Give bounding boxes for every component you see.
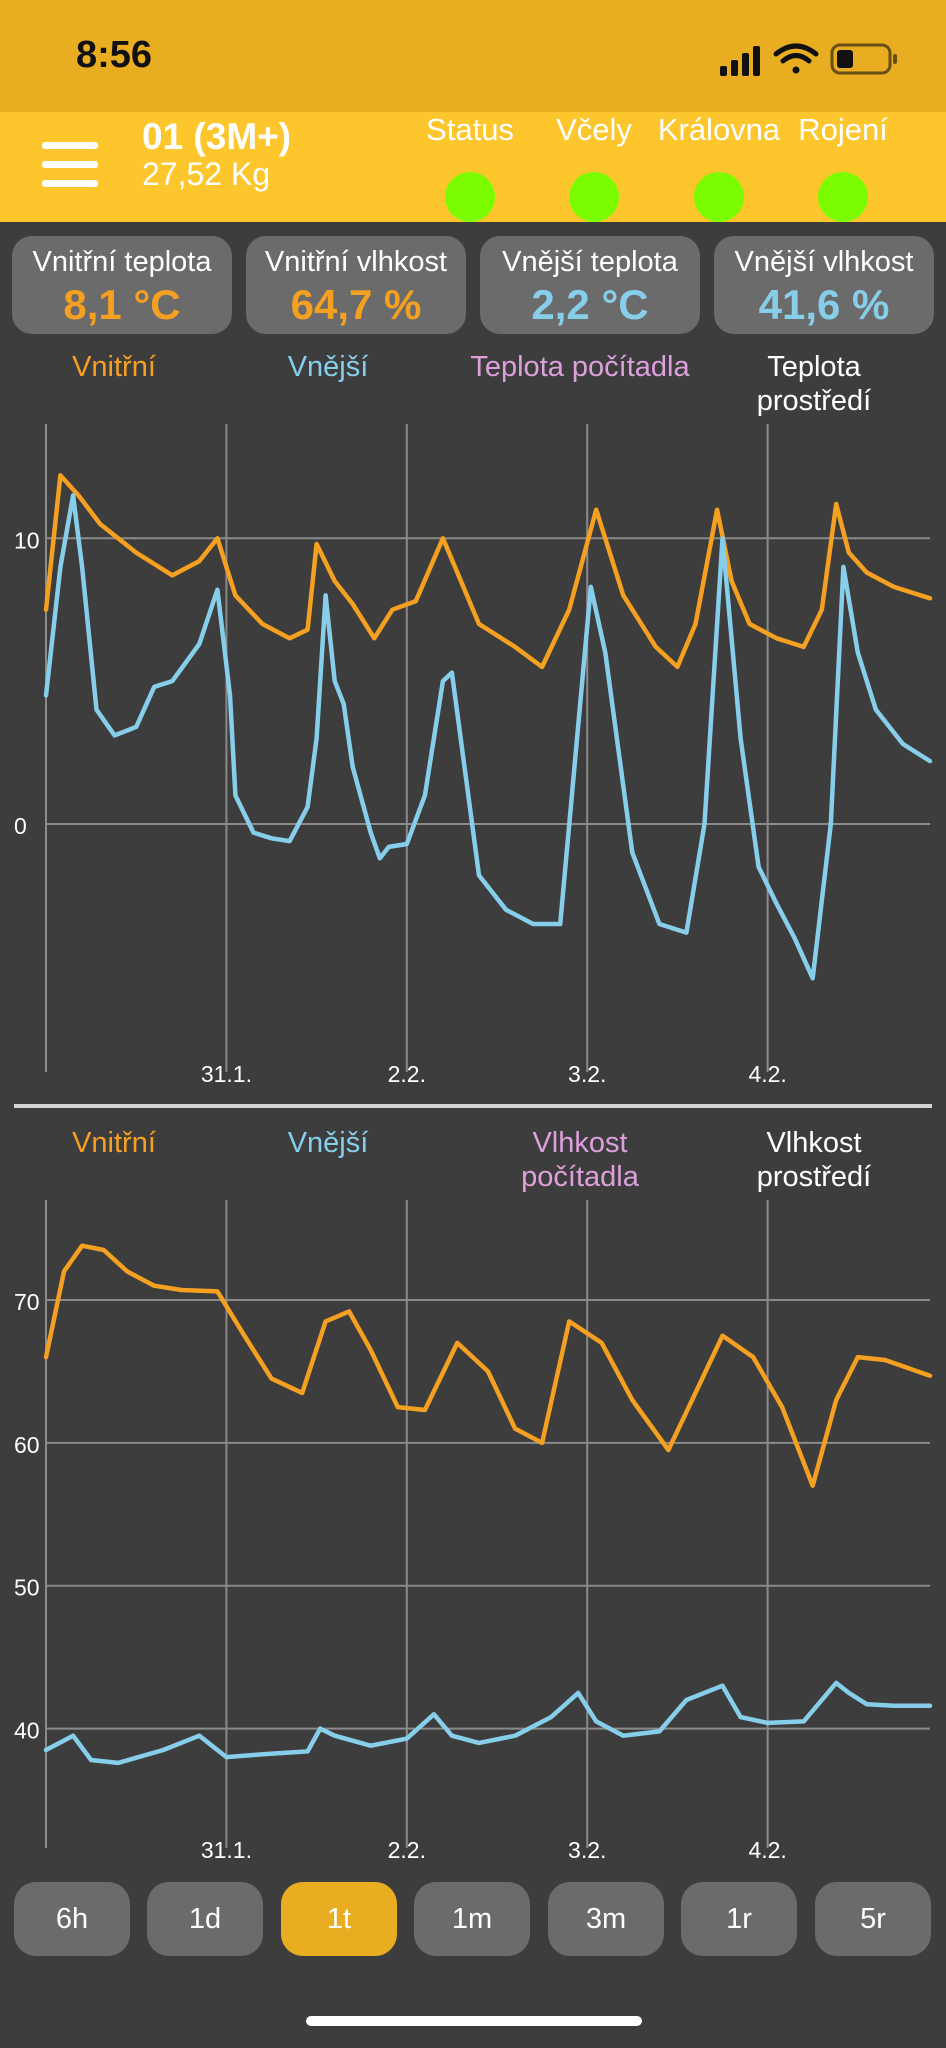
range-button-1m[interactable]: 1m xyxy=(414,1882,530,1956)
range-button-3m[interactable]: 3m xyxy=(548,1882,664,1956)
humidity-chart: 40 50 60 70 31.1. 2.2. 3.2. 4.2. xyxy=(14,1200,933,1863)
indicator-label: Královna xyxy=(657,112,781,147)
indicator-label: Rojení xyxy=(798,112,888,147)
legend-inner[interactable]: Vnitřní xyxy=(72,351,156,383)
y-tick-label: 60 xyxy=(14,1432,40,1458)
status-dot xyxy=(569,172,619,222)
card-inner-temperature[interactable]: Vnitřní teplota 8,1 °C xyxy=(12,236,232,334)
legend-ambient[interactable]: Vlhkost prostředí xyxy=(756,1127,872,1193)
y-tick-label: 50 xyxy=(14,1575,40,1601)
card-value: 2,2 °C xyxy=(531,281,649,328)
clock: 8:56 xyxy=(76,34,153,76)
card-inner-humidity[interactable]: Vnitřní vlhkost 64,7 % xyxy=(246,236,466,334)
legend-outer[interactable]: Vnější xyxy=(287,351,369,383)
battery-icon xyxy=(830,43,897,75)
x-tick-label: 31.1. xyxy=(201,1837,252,1863)
status-bar: 8:56 xyxy=(0,0,946,112)
legend-counter[interactable]: Vlhkost počítadla xyxy=(521,1127,639,1193)
card-outer-temperature[interactable]: Vnější teplota 2,2 °C xyxy=(480,236,700,334)
series-line-inner xyxy=(43,473,933,670)
hive-header: 01 (3M+) 27,52 Kg Status Včely Královna … xyxy=(0,112,946,222)
legend-counter[interactable]: Teplota počítadla xyxy=(470,351,690,383)
indicator-queen[interactable]: Královna xyxy=(654,112,784,222)
status-dot xyxy=(818,172,868,222)
x-tick-label: 2.2. xyxy=(388,1061,426,1087)
indicator-label: Včely xyxy=(556,112,632,147)
card-outer-humidity[interactable]: Vnější vlhkost 41,6 % xyxy=(714,236,934,334)
series-line-inner xyxy=(43,1243,933,1488)
x-tick-label: 3.2. xyxy=(568,1837,606,1863)
x-tick-label: 3.2. xyxy=(568,1061,606,1087)
indicator-status[interactable]: Status xyxy=(405,112,535,222)
legend-inner[interactable]: Vnitřní xyxy=(72,1127,156,1159)
hive-name[interactable]: 01 (3M+) xyxy=(142,116,292,157)
x-tick-label: 4.2. xyxy=(748,1837,786,1863)
card-value: 41,6 % xyxy=(758,281,890,328)
card-title: Vnitřní vlhkost xyxy=(264,246,448,278)
y-tick-label: 0 xyxy=(14,813,27,839)
status-icons xyxy=(720,43,897,76)
series-line-outer xyxy=(43,493,933,981)
indicator-swarming[interactable]: Rojení xyxy=(778,112,908,222)
range-button-1r[interactable]: 1r xyxy=(681,1882,797,1956)
hive-weight: 27,52 Kg xyxy=(142,156,271,192)
legend-ambient[interactable]: Teplota prostředí xyxy=(756,351,872,417)
y-tick-label: 40 xyxy=(14,1718,40,1744)
y-tick-label: 70 xyxy=(14,1289,40,1315)
series-line-outer xyxy=(43,1680,933,1766)
legend-outer[interactable]: Vnější xyxy=(287,1127,369,1159)
y-tick-label: 10 xyxy=(14,527,40,553)
wifi-icon xyxy=(773,43,819,74)
card-value: 64,7 % xyxy=(290,281,422,328)
hamburger-menu-icon[interactable] xyxy=(42,142,98,188)
card-title: Vnitřní teplota xyxy=(32,246,212,278)
x-tick-label: 4.2. xyxy=(748,1061,786,1087)
indicator-bees[interactable]: Včely xyxy=(529,112,659,222)
signal-icon xyxy=(720,46,760,76)
range-button-1d[interactable]: 1d xyxy=(147,1882,263,1956)
x-tick-label: 2.2. xyxy=(388,1837,426,1863)
card-value: 8,1 °C xyxy=(63,281,181,328)
range-button-6h[interactable]: 6h xyxy=(14,1882,130,1956)
chart-divider xyxy=(14,1104,932,1108)
indicator-label: Status xyxy=(426,112,514,147)
status-dot xyxy=(445,172,495,222)
range-button-5r[interactable]: 5r xyxy=(815,1882,931,1956)
home-indicator[interactable] xyxy=(306,2016,642,2026)
card-title: Vnější vlhkost xyxy=(734,246,914,278)
range-button-1t[interactable]: 1t xyxy=(281,1882,397,1956)
temperature-chart: 0 10 31.1. 2.2. 3.2. 4.2. xyxy=(14,424,933,1087)
status-dot xyxy=(694,172,744,222)
card-title: Vnější teplota xyxy=(502,246,678,278)
x-tick-label: 31.1. xyxy=(201,1061,252,1087)
